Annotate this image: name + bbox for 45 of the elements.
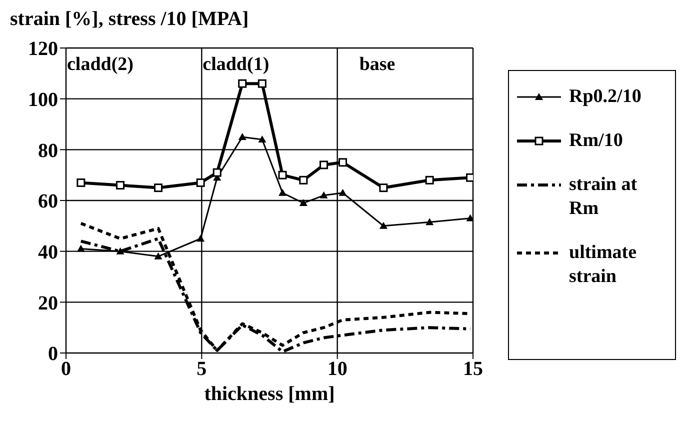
x-axis-title: thickness [mm] xyxy=(204,383,335,405)
point xyxy=(466,214,473,222)
x-tick-label: 10 xyxy=(327,358,348,380)
legend-label: Rp0.2/10 xyxy=(569,85,642,109)
point xyxy=(299,176,308,184)
legend-label: ultimate strain xyxy=(569,241,638,289)
point xyxy=(238,79,247,88)
y-tick-label: 80 xyxy=(38,140,58,162)
point xyxy=(196,234,205,242)
point xyxy=(320,160,328,170)
point xyxy=(278,170,287,180)
point xyxy=(426,218,434,226)
point xyxy=(196,178,205,187)
y-tick-label: 40 xyxy=(38,241,58,264)
point xyxy=(154,252,162,260)
point xyxy=(379,222,388,229)
point xyxy=(76,244,85,252)
x-tick-label: 5 xyxy=(196,358,207,380)
x-tick-label: 15 xyxy=(463,358,483,380)
point xyxy=(116,181,125,190)
point xyxy=(212,168,222,177)
point xyxy=(320,191,328,198)
point xyxy=(379,184,388,192)
point xyxy=(154,184,163,192)
legend-label: Rm/10 xyxy=(569,129,624,153)
y-tick-label: 0 xyxy=(48,343,58,366)
y-tick-label: 100 xyxy=(28,88,58,111)
y-tick-label: 120 xyxy=(28,38,58,60)
point xyxy=(278,188,287,196)
y-tick-label: 20 xyxy=(38,292,58,314)
point xyxy=(76,178,86,187)
point xyxy=(425,176,434,184)
point xyxy=(116,247,124,254)
annotation: base xyxy=(359,54,396,75)
legend-label: strain at Rm xyxy=(569,173,638,221)
point xyxy=(338,188,347,196)
point xyxy=(338,158,348,167)
point xyxy=(299,199,308,206)
point xyxy=(258,136,266,142)
point xyxy=(258,79,266,88)
point xyxy=(238,132,246,140)
annotation: cladd(1) xyxy=(202,54,270,75)
annotation: cladd(2) xyxy=(67,54,134,75)
y-tick-label: 60 xyxy=(38,190,58,213)
chart-title: strain [%], stress /10 [MPA] xyxy=(10,8,249,31)
